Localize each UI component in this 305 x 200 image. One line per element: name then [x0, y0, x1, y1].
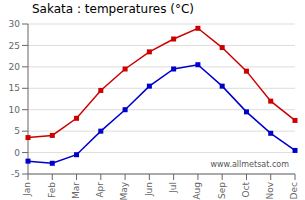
svg-text:-5: -5: [11, 169, 20, 179]
svg-text:Apr: Apr: [95, 182, 105, 198]
svg-text:Dec: Dec: [289, 182, 297, 199]
html-text:www.allmetsat.com: www.allmetsat.com: [210, 160, 289, 169]
svg-text:5: 5: [14, 126, 20, 136]
svg-text:Jul: Jul: [168, 182, 178, 194]
svg-text:20: 20: [9, 62, 21, 72]
svg-text:0: 0: [14, 148, 20, 158]
svg-text:Feb: Feb: [47, 182, 57, 198]
svg-text:Oct: Oct: [241, 182, 251, 198]
svg-text:15: 15: [9, 83, 20, 93]
svg-text:Aug: Aug: [192, 182, 202, 200]
svg-text:30: 30: [9, 19, 21, 29]
svg-text:Mar: Mar: [71, 182, 81, 199]
html-text:Sakata : temperatures (°C): Sakata : temperatures (°C): [32, 2, 194, 16]
svg-text:Sep: Sep: [217, 182, 227, 199]
svg-text:Nov: Nov: [265, 181, 275, 199]
svg-text:May: May: [119, 181, 129, 200]
svg-text:Jun: Jun: [144, 182, 154, 197]
svg-text:25: 25: [9, 41, 20, 51]
svg-text:Jan: Jan: [22, 182, 32, 197]
svg-text:10: 10: [9, 105, 21, 115]
